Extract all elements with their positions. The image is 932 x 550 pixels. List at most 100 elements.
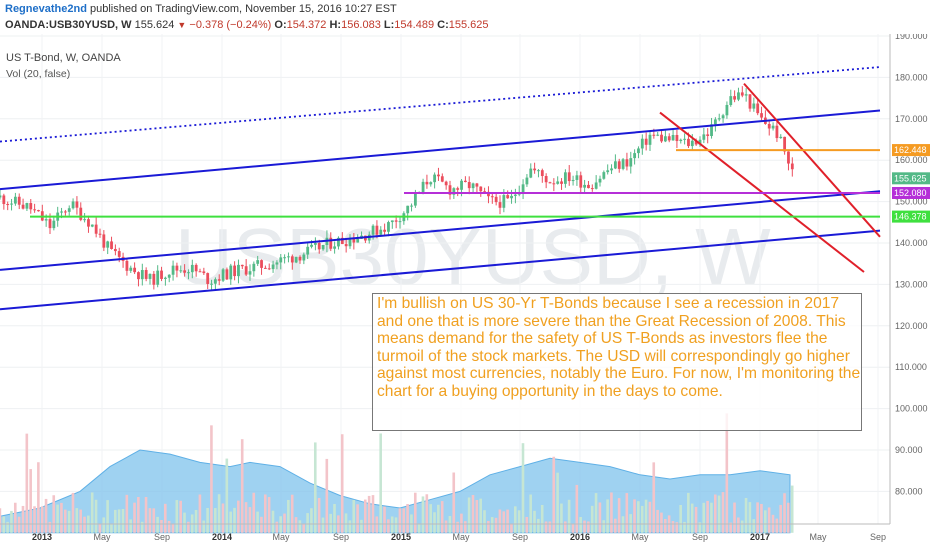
volume-bar bbox=[83, 516, 86, 533]
candle-body bbox=[83, 219, 87, 221]
volume-bar bbox=[33, 506, 36, 533]
candle-body bbox=[379, 229, 383, 235]
volume-bar bbox=[687, 492, 690, 533]
candle-body bbox=[221, 269, 225, 281]
y-tick-label: 120.000 bbox=[895, 321, 928, 331]
candle-body bbox=[775, 125, 779, 139]
volume-bar bbox=[537, 518, 540, 533]
volume-bar bbox=[21, 505, 25, 533]
candle-body bbox=[463, 180, 467, 183]
volume-bar bbox=[498, 509, 502, 533]
candle-body bbox=[725, 104, 729, 116]
volume-bar bbox=[540, 504, 544, 533]
watermark: USB30YUSD, W bbox=[175, 212, 771, 301]
candle-body bbox=[387, 222, 390, 232]
volume-bar bbox=[298, 520, 302, 533]
volume-bar bbox=[613, 518, 617, 533]
volume-bar bbox=[67, 510, 71, 533]
candle-body bbox=[537, 170, 540, 172]
volume-bar bbox=[321, 517, 325, 533]
candle-body bbox=[17, 196, 21, 205]
candle-body bbox=[110, 241, 113, 249]
candle-body bbox=[644, 138, 648, 145]
volume-bar bbox=[748, 502, 752, 533]
volume-bar bbox=[160, 519, 163, 533]
volume-bar bbox=[717, 495, 721, 533]
channel-lower-line bbox=[0, 229, 881, 311]
volume-bar bbox=[63, 509, 67, 533]
volume-bar bbox=[556, 472, 559, 533]
candle-body bbox=[698, 139, 702, 145]
candle-body bbox=[383, 229, 387, 232]
candle-body bbox=[590, 188, 594, 190]
drawn-lines[interactable] bbox=[0, 66, 881, 311]
candle-body bbox=[375, 225, 379, 235]
candle-body bbox=[548, 182, 552, 184]
volume-bar bbox=[325, 458, 329, 533]
candle-body bbox=[702, 134, 706, 140]
candle-body bbox=[556, 181, 560, 184]
candle-body bbox=[152, 273, 156, 285]
volume-bar bbox=[544, 521, 548, 533]
candle-body bbox=[340, 237, 344, 245]
candle-body bbox=[587, 184, 590, 189]
volume-bar bbox=[140, 521, 144, 533]
candle-body bbox=[706, 134, 710, 137]
candle-body bbox=[494, 196, 498, 203]
candle-body bbox=[275, 262, 279, 265]
candle-body bbox=[329, 237, 333, 249]
author-link[interactable]: Regnevathe2nd bbox=[5, 3, 87, 15]
y-tick-label: 160.000 bbox=[895, 155, 928, 165]
y-tick-label: 90.000 bbox=[895, 445, 923, 455]
candle-body bbox=[710, 124, 713, 137]
volume-bar bbox=[156, 516, 159, 533]
volume-bar bbox=[417, 524, 421, 533]
analysis-note[interactable]: I'm bullish on US 30-Yr T-Bonds because … bbox=[372, 293, 862, 431]
instrument-legend: US T-Bond, W, OANDA bbox=[6, 52, 121, 64]
candle-body bbox=[667, 136, 671, 141]
volume-bar bbox=[240, 439, 244, 533]
candle-body bbox=[613, 161, 617, 169]
price-chart[interactable]: USB30YUSD, W US T-Bond, W, OANDA Vol (20… bbox=[0, 34, 932, 550]
volume-bar bbox=[187, 521, 190, 533]
x-tick-label: Sep bbox=[692, 532, 708, 542]
y-tick-label: 140.000 bbox=[895, 238, 928, 248]
volume-bar bbox=[663, 519, 667, 533]
volume-bar bbox=[271, 510, 275, 533]
volume-bar bbox=[529, 494, 532, 533]
volume-bar bbox=[679, 504, 682, 533]
candle-body bbox=[0, 195, 2, 198]
candle-body bbox=[625, 159, 629, 167]
volume-bar bbox=[333, 504, 336, 533]
volume-bar bbox=[10, 510, 13, 533]
price-label: 146.378 bbox=[894, 212, 927, 222]
volume-bar bbox=[152, 508, 156, 533]
candle-body bbox=[102, 234, 106, 248]
volume-bar bbox=[725, 413, 729, 533]
candle-body bbox=[37, 210, 40, 212]
time-axis[interactable]: 2013 May Sep 2014 May Sep 2015 May Sep 2016 May Sep… bbox=[32, 532, 886, 542]
volume-bar bbox=[267, 497, 271, 533]
x-tick-label: Sep bbox=[512, 532, 528, 542]
volume-bar bbox=[752, 519, 756, 533]
price-label: 155.625 bbox=[894, 173, 927, 183]
volume-bar bbox=[579, 517, 582, 533]
volume-bar bbox=[290, 494, 294, 533]
volume-bar bbox=[375, 516, 379, 533]
volume-bar bbox=[217, 494, 221, 533]
candle-body bbox=[306, 246, 310, 255]
candle-body bbox=[302, 254, 306, 261]
volume-bar bbox=[113, 509, 117, 533]
volume-bar bbox=[571, 524, 575, 533]
symbol-label: OANDA:USB30YUSD, W bbox=[5, 19, 132, 31]
price-axis[interactable]: 190.000 180.000 170.000 160.000 150.000 140.0… bbox=[895, 34, 928, 496]
volume-bar bbox=[702, 502, 706, 533]
candle-body bbox=[771, 125, 775, 129]
price-label-box bbox=[892, 144, 930, 157]
candle-body bbox=[679, 139, 683, 142]
candle-body bbox=[25, 203, 29, 209]
volume-bar bbox=[256, 511, 259, 533]
candle-body bbox=[406, 205, 410, 214]
volume-bar bbox=[90, 492, 94, 533]
open-label: O: bbox=[274, 19, 287, 31]
